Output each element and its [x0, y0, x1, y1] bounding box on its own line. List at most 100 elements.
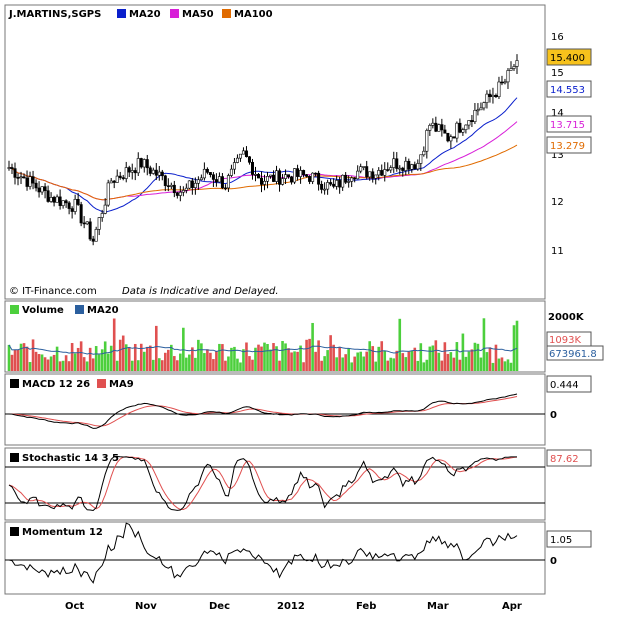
volume-bar: [203, 353, 206, 371]
price-legend: J.MARTINS,SGPS MA20 MA50 MA100: [8, 9, 273, 20]
candle-body: [476, 109, 480, 112]
x-label-mar: Mar: [427, 601, 449, 612]
candle-body: [28, 176, 32, 187]
volume-bar: [485, 352, 489, 371]
candle-body: [154, 169, 158, 176]
candle-body: [272, 174, 276, 182]
candle-body: [470, 120, 474, 122]
candle-body: [425, 130, 429, 152]
volume-bar: [419, 343, 423, 371]
volume-bar: [455, 342, 459, 371]
candle-body: [437, 124, 441, 132]
macd-lines: [8, 393, 518, 429]
volume-bar: [136, 360, 140, 371]
candle-body: [163, 175, 167, 186]
volume-bar: [25, 346, 29, 371]
volume-bar: [407, 351, 411, 371]
volume-bar: [16, 349, 20, 371]
candle-body: [121, 177, 125, 179]
volume-bar: [52, 354, 56, 371]
candle-body: [58, 196, 62, 206]
candle-body: [335, 180, 339, 187]
candle-body: [455, 122, 459, 139]
volume-bar: [209, 352, 212, 371]
volume-bar: [374, 361, 378, 371]
candle-body: [169, 184, 173, 187]
ma50-value: 13.715: [550, 120, 585, 131]
candle-body: [250, 161, 254, 175]
momentum-line: [8, 522, 518, 584]
volume-bar: [61, 360, 65, 371]
volume-bar: [368, 341, 372, 371]
volume-bar: [151, 359, 155, 371]
candle-body: [175, 192, 179, 196]
volume-bar: [112, 318, 116, 371]
candle-body: [172, 184, 176, 194]
volume-bar: [404, 357, 408, 371]
candle-body: [211, 174, 215, 180]
volume-bar: [154, 325, 158, 371]
stochastic-tag: [546, 449, 592, 467]
volume-bar: [257, 344, 260, 371]
candle-body: [413, 164, 417, 170]
candle-body: [299, 170, 303, 177]
candle-body: [275, 170, 279, 182]
volume-bar: [239, 362, 242, 371]
candle-body: [160, 171, 164, 177]
candle-body: [136, 158, 140, 174]
candle-body: [344, 174, 348, 183]
ma20-value: 14.553: [550, 85, 585, 96]
volume-bar: [145, 346, 149, 371]
ma50-tag: [546, 115, 592, 133]
volume-bar: [212, 359, 215, 371]
candle-body: [266, 176, 270, 182]
candle-body: [43, 186, 47, 191]
y-tick-12: 12: [551, 197, 564, 208]
candle-body: [422, 150, 426, 156]
candle-body: [88, 221, 92, 240]
volume-bar: [100, 349, 104, 371]
x-label-2012: 2012: [277, 601, 305, 612]
volume-bar: [323, 356, 326, 371]
candle-body: [347, 181, 351, 183]
volume-bar: [473, 342, 477, 371]
volume-bar: [269, 349, 272, 371]
candle-body: [359, 166, 363, 172]
candle-body: [500, 81, 504, 84]
volume-bar: [106, 353, 110, 371]
volume-ma20-line: [8, 344, 518, 355]
candle-body: [398, 167, 402, 170]
volume-bar: [76, 347, 80, 371]
volume-bar: [227, 356, 230, 371]
volume-bar: [103, 341, 107, 371]
candle-body: [443, 129, 447, 134]
candle-body: [482, 102, 486, 109]
candle-body: [115, 175, 119, 183]
volume-ma20-legend: MA20: [87, 305, 119, 316]
volume-bar: [431, 345, 435, 371]
candle-body: [323, 188, 327, 191]
volume-bar: [73, 353, 77, 371]
y-tick-15: 15: [551, 68, 564, 79]
candle-body: [34, 182, 38, 189]
volume-bar: [31, 339, 35, 371]
candle-body: [241, 150, 245, 155]
volume-bar: [479, 357, 483, 371]
candle-body: [178, 191, 182, 196]
volume-bar: [55, 346, 59, 371]
candle-body: [395, 158, 399, 169]
candle-body: [284, 174, 288, 179]
volume-bar: [82, 357, 86, 371]
candle-body: [7, 167, 11, 169]
momentum-tag: [546, 530, 592, 548]
volume-bar: [28, 362, 32, 371]
candle-body: [446, 132, 450, 142]
volume-bar: [91, 358, 95, 371]
volume-bar: [272, 343, 275, 371]
ticker-label: J.MARTINS,SGPS: [8, 9, 101, 20]
volume-bar: [509, 362, 513, 371]
candle-body: [187, 180, 191, 189]
macd-signal-swatch: [97, 379, 106, 388]
volume-value: 1093K: [549, 335, 581, 346]
